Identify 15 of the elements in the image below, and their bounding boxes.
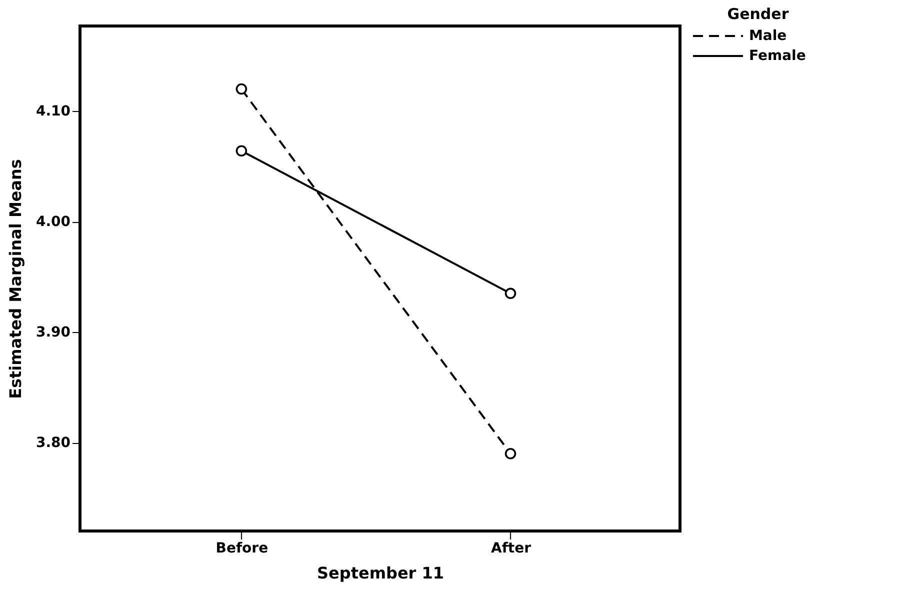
y-tick-label: 3.80: [36, 435, 71, 452]
point: [504, 288, 516, 300]
y-tick-label: 4.00: [36, 214, 71, 230]
x-axis-title: September 11: [316, 564, 444, 582]
point: [236, 83, 248, 95]
point: [236, 145, 248, 156]
point: [504, 448, 516, 460]
legend-title: Gender: [727, 5, 790, 23]
y-tick-label: 3.90: [36, 324, 71, 341]
x-tick-label: After: [490, 540, 532, 556]
legend-label: Male: [749, 28, 787, 44]
x-tick-label: Before: [216, 540, 268, 556]
legend-label: Female: [749, 48, 806, 64]
y-axis-title: Estimated Marginal Means: [6, 159, 25, 399]
y-tick-label: 4.10: [36, 104, 71, 120]
